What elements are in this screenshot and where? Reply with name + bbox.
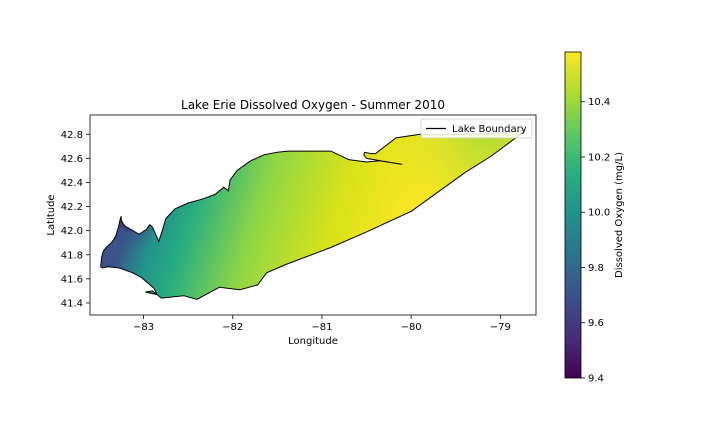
y-tick-label: 41.6 [61, 274, 83, 285]
lake-boundary-line [100, 130, 527, 300]
colorbar-tick-label: 9.6 [588, 318, 604, 329]
x-tick-label: −81 [311, 322, 332, 333]
y-axis-label: Latitude [46, 194, 57, 235]
y-axis: 41.4 41.6 41.8 42.0 42.2 42.4 42.6 42.8 [61, 130, 90, 309]
x-axis: −83 −82 −81 −80 −79 [133, 315, 511, 333]
colorbar: 9.4 9.6 9.8 10.0 10.2 10.4 Dissolved Oxygen (… [564, 51, 625, 385]
colorbar-tick-label: 9.4 [588, 374, 604, 385]
y-tick-label: 42.6 [61, 154, 83, 165]
legend: Lake Boundary [420, 118, 533, 139]
colorbar-tick-label: 10.2 [588, 152, 610, 163]
colorbar-tick-label: 9.8 [588, 263, 604, 274]
colorbar-ticks: 9.4 9.6 9.8 10.0 10.2 10.4 [581, 97, 610, 385]
colorbar-gradient [564, 51, 582, 379]
x-tick-label: −80 [401, 322, 422, 333]
colorbar-tick-label: 10.0 [588, 208, 610, 219]
chart-title: Lake Erie Dissolved Oxygen - Summer 2010 [181, 98, 445, 112]
colorbar-tick-label: 10.4 [588, 97, 610, 108]
y-tick-label: 42.2 [61, 202, 83, 213]
x-tick-label: −83 [133, 322, 154, 333]
x-tick-label: −82 [222, 322, 243, 333]
plot-area-frame [89, 114, 537, 316]
x-axis-label: Longitude [288, 336, 338, 347]
y-tick-label: 41.4 [61, 298, 83, 309]
x-tick-label: −79 [490, 322, 511, 333]
colorbar-label: Dissolved Oxygen (mg/L) [614, 152, 625, 278]
lake-layer [100, 130, 527, 300]
y-tick-label: 42.8 [61, 130, 83, 141]
y-tick-label: 42.4 [61, 178, 83, 189]
y-tick-label: 41.8 [61, 250, 83, 261]
y-tick-label: 42.0 [61, 226, 83, 237]
lake-northeast-shading [100, 130, 526, 300]
legend-entry-lake-boundary: Lake Boundary [452, 124, 527, 135]
legend-box [420, 118, 533, 139]
